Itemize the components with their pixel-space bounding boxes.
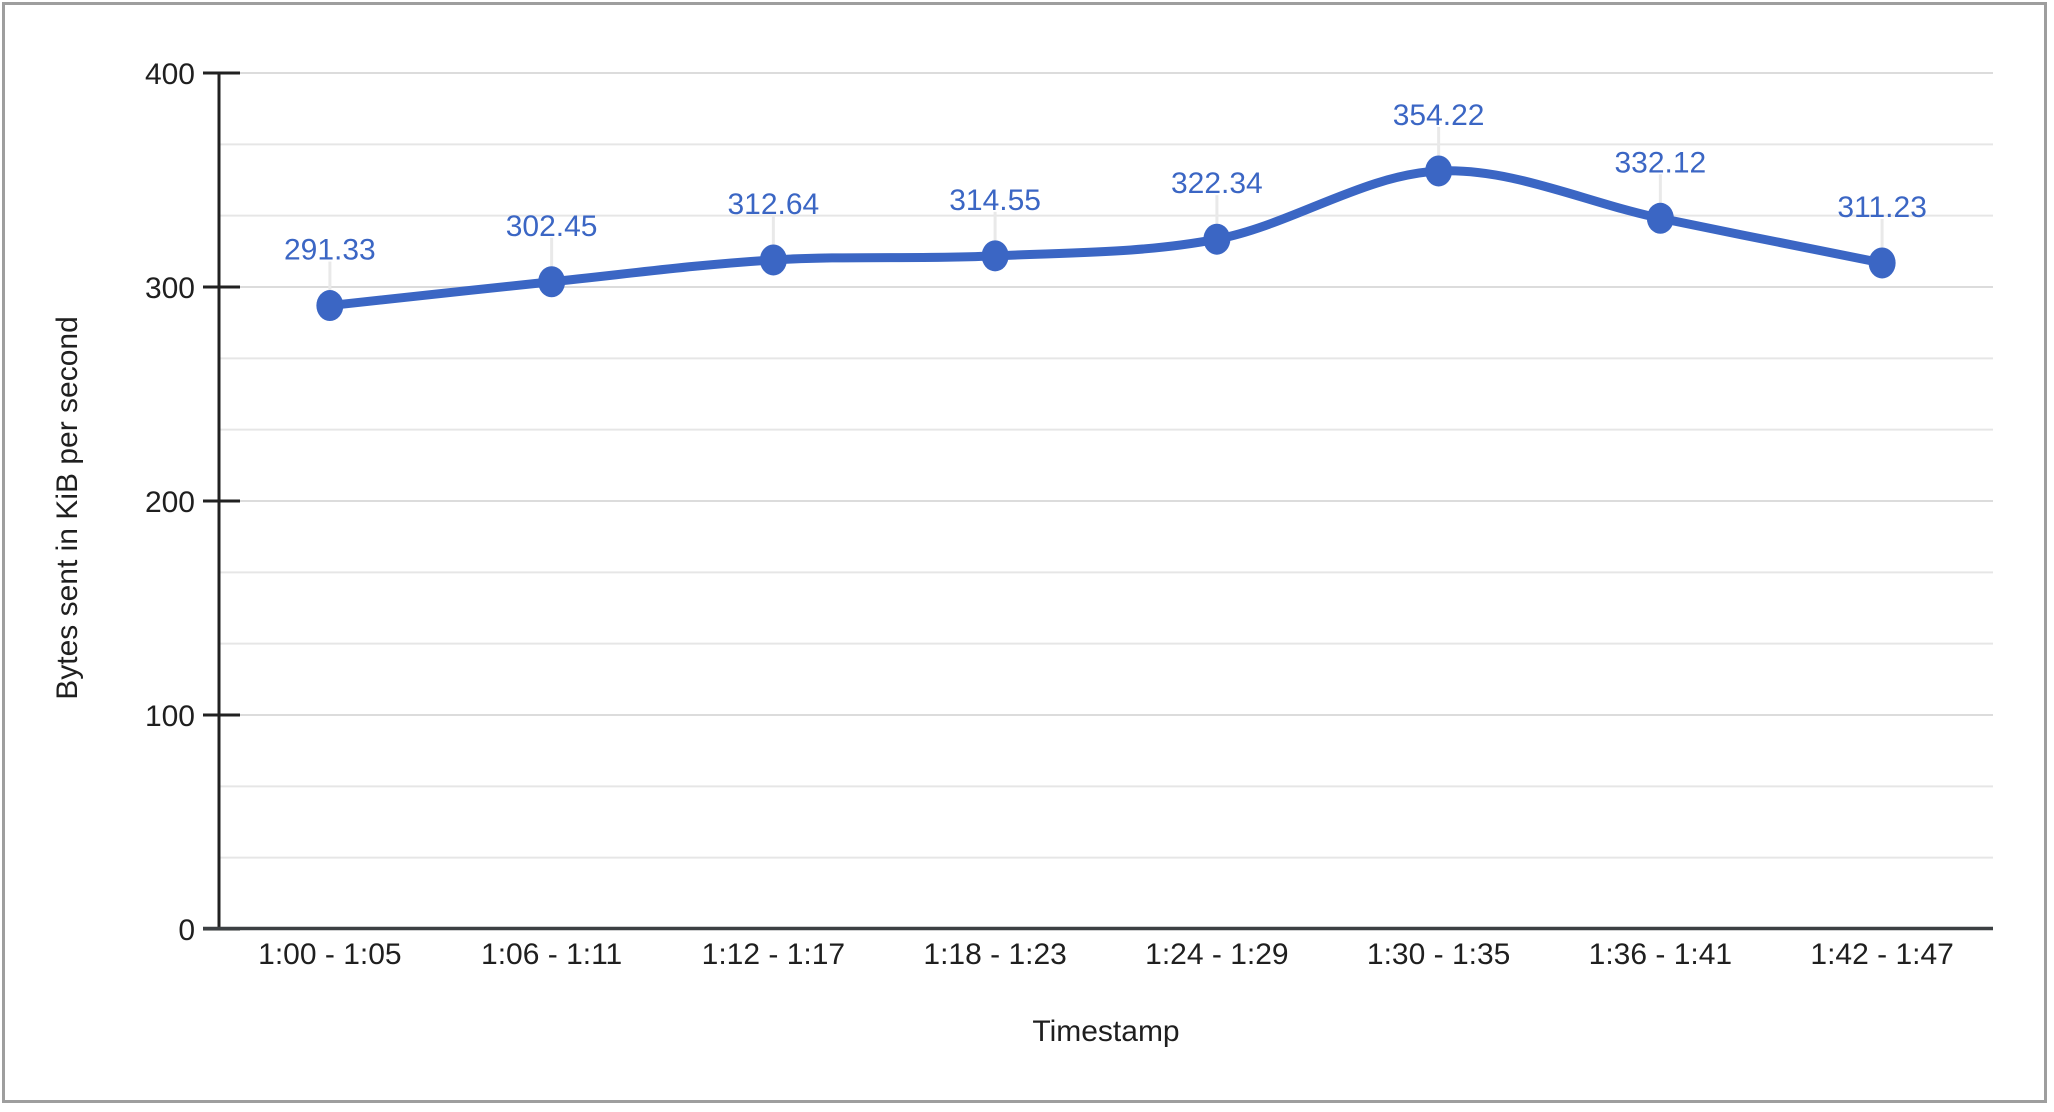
data-point-label: 314.55 — [949, 184, 1041, 217]
data-point-label: 354.22 — [1393, 99, 1485, 132]
data-point-label: 311.23 — [1837, 191, 1927, 224]
x-axis-tick-label: 1:18 - 1:23 — [923, 938, 1066, 971]
x-axis-tick-label: 1:00 - 1:05 — [258, 938, 401, 971]
y-axis-tick-label: 100 — [145, 700, 195, 733]
x-axis-tick-label: 1:42 - 1:47 — [1810, 938, 1953, 971]
y-axis-tick-label: 0 — [178, 914, 195, 947]
data-point-label: 332.12 — [1614, 146, 1706, 179]
x-axis-tick-label: 1:30 - 1:35 — [1367, 938, 1510, 971]
x-axis-tick-label: 1:06 - 1:11 — [481, 938, 622, 971]
x-axis-tick-label: 1:12 - 1:17 — [702, 938, 845, 971]
data-point-marker[interactable] — [1868, 247, 1896, 279]
x-axis-title: Timestamp — [1032, 1015, 1180, 1048]
y-axis-tick-label: 300 — [145, 272, 195, 305]
data-point-marker[interactable] — [981, 240, 1009, 272]
data-point-marker[interactable] — [538, 266, 566, 298]
data-point-marker[interactable] — [1203, 223, 1231, 255]
y-axis-title: Bytes sent in KiB per second — [51, 316, 84, 700]
data-point-label: 322.34 — [1171, 167, 1263, 200]
data-point-marker[interactable] — [1646, 202, 1674, 234]
y-axis-tick-label: 200 — [145, 486, 195, 519]
y-axis-tick-label: 400 — [145, 58, 195, 91]
data-point-marker[interactable] — [759, 244, 787, 276]
series-line — [325, 166, 1887, 311]
data-point-label: 291.33 — [284, 234, 376, 267]
x-axis-tick-label: 1:36 - 1:41 — [1589, 938, 1732, 971]
data-point-label: 312.64 — [727, 188, 819, 221]
data-point-marker[interactable] — [316, 290, 344, 322]
x-axis-tick-label: 1:24 - 1:29 — [1145, 938, 1288, 971]
data-point-label: 302.45 — [506, 210, 598, 243]
data-point-marker[interactable] — [1425, 155, 1453, 187]
